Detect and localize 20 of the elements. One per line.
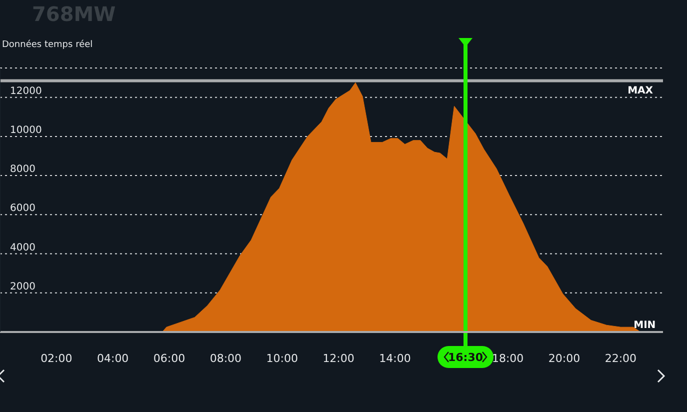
x-tick-label: 10:00 [266,352,298,365]
y-tick-label: 6000 [10,203,36,214]
y-tick-label: 12000 [10,86,42,97]
ref-line-label: MAX [628,86,654,97]
y-tick-label: 10000 [10,124,42,136]
annotation: MIN [634,320,656,331]
x-tick-label: 08:00 [210,352,242,365]
x-tick-label: 20:00 [548,352,580,365]
x-tick-label: 12:00 [322,352,354,365]
y-tick-label: 8000 [10,164,36,176]
x-tick-label: 04:00 [97,352,129,365]
x-tick-label: 14:00 [379,352,411,365]
y-tick-label: 4000 [10,242,36,254]
x-tick-label: 18:00 [492,352,524,365]
x-tick-label: 06:00 [153,352,186,365]
x-tick-label: 02:00 [40,352,72,365]
ref-line-label: 16:30 [448,351,484,364]
x-tick-label: 22:00 [604,352,637,365]
chart-subtitle: Données temps réel [2,40,93,50]
y-tick-label: 2000 [10,281,36,292]
